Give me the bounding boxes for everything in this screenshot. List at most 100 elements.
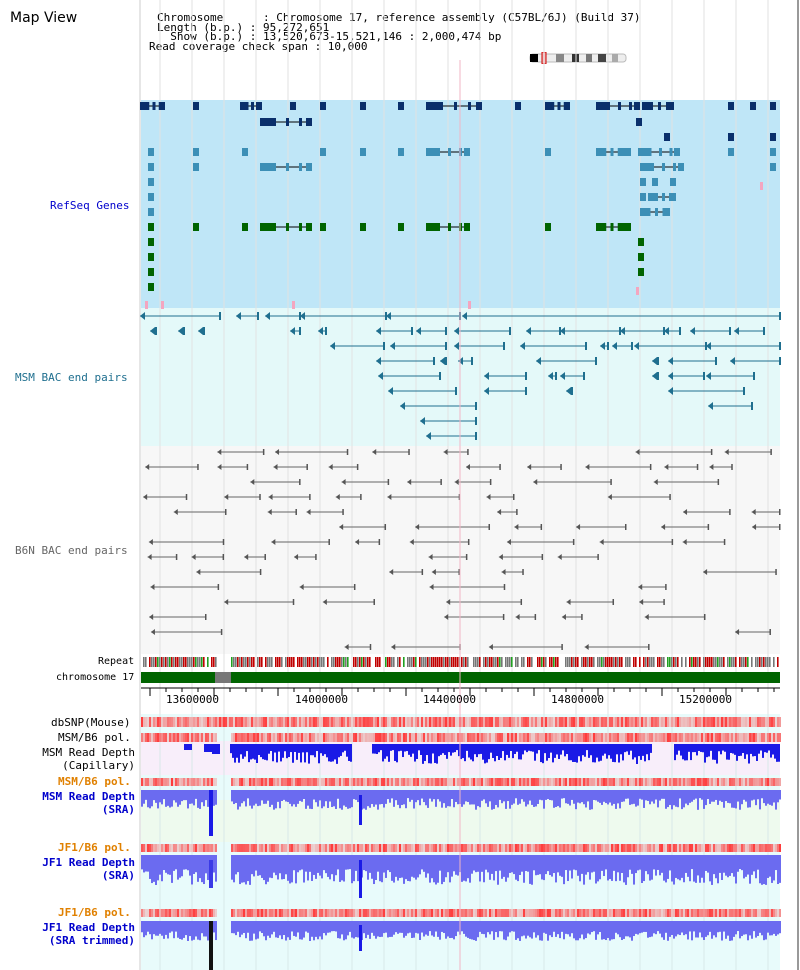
repeat-track-label[interactable]: Repeat [98,656,135,667]
depth-bar [717,855,719,884]
repeat-mark [593,657,595,667]
repeat-mark [773,657,775,667]
depth-bar [625,921,627,937]
depth-bar [277,855,279,880]
depth-bar [187,855,189,871]
heat-cell [749,909,751,917]
heat-cell [233,733,235,742]
depth-bar [557,921,559,935]
depth-bar [316,744,318,752]
refseq-track-label[interactable]: RefSeq Genes [50,199,130,212]
chromosome-ideogram[interactable] [528,52,628,64]
depth-bar [567,790,569,804]
repeat-mark [685,657,687,667]
msm-bac-track-label[interactable]: MSM BAC end pairs [15,371,128,384]
repeat-mark [777,657,779,667]
heat-cell [461,844,463,852]
b6n-end-marker [751,509,756,515]
heat-cell [141,844,143,852]
repeat-mark [437,657,439,667]
b6n-end-marker [387,494,392,500]
heat-cell [713,733,715,742]
heat-cell [331,844,333,852]
depth-bar [319,790,321,801]
depth-bar [595,790,597,801]
depth-bar [576,744,578,763]
depth-bar [305,790,307,809]
jf1-b6-pol-trim-label[interactable]: JF1/B6 pol. [58,906,131,919]
heat-cell [641,733,643,742]
repeat-mark [149,657,151,667]
depth-bar [539,921,541,941]
jf1-depth-trim-label[interactable]: JF1 Read Depth (SRA trimmed) [25,921,135,947]
depth-bar [561,921,563,932]
heat-cell [563,717,565,727]
heat-cell [735,733,737,742]
msm-depth-sra-label[interactable]: MSM Read Depth (SRA) [35,790,135,816]
heat-cell [593,778,595,786]
depth-bar [467,790,469,802]
b6n-end-marker [610,479,612,485]
heat-cell [261,733,263,742]
depth-bar [585,921,587,939]
heat-cell [347,733,349,742]
heat-cell [385,909,387,917]
depth-bar [537,855,539,875]
depth-spike [209,860,213,888]
heat-cell [379,909,381,917]
gene-exon [146,102,150,110]
heat-cell [731,733,733,742]
depth-bar [545,921,547,934]
heat-cell [579,844,581,852]
heat-cell [393,778,395,786]
chromosome-track-label[interactable]: chromosome 17 [56,672,135,683]
msm-b6-pol-label[interactable]: MSM/B6 pol. [58,731,131,744]
heat-cell [375,733,377,742]
depth-bar [609,855,611,880]
depth-bar [541,855,543,880]
msm-depth-capillary-label[interactable]: MSM Read Depth (Capillary) [35,746,135,772]
heat-cell [455,733,457,742]
depth-bar [299,790,301,801]
depth-bar [381,855,383,883]
depth-bar [511,790,513,805]
depth-bar [254,744,256,760]
depth-bar [401,855,403,878]
heat-cell [253,733,255,742]
jf1-b6-pol-label[interactable]: JF1/B6 pol. [58,841,131,854]
heat-cell [595,844,597,852]
depth-bar [155,921,157,936]
b6n-bac-track-label[interactable]: B6N BAC end pairs [15,544,128,557]
depth-bar [141,790,143,807]
repeat-mark [197,657,199,667]
heat-cell [423,778,425,786]
depth-bar [239,921,241,938]
depth-bar [153,790,155,801]
heat-cell [193,844,195,852]
depth-bar [681,790,683,810]
depth-bar [591,790,593,810]
depth-bar [389,921,391,937]
depth-bar [273,790,275,810]
heat-cell [375,844,377,852]
repeat-mark [621,657,623,667]
depth-bar [441,921,443,932]
heat-cell [633,778,635,786]
depth-bar [395,921,397,933]
repeat-mark [315,657,317,667]
depth-bar [398,744,400,752]
jf1-depth-sra-label[interactable]: JF1 Read Depth (SRA) [35,856,135,882]
heat-cell [431,733,433,742]
msm-b6-pol-sra-label[interactable]: MSM/B6 pol. [58,775,131,788]
depth-bar [693,921,695,932]
gene-exon [669,148,673,156]
heat-cell [429,909,431,917]
heat-cell [653,844,655,852]
heat-cell [163,909,165,917]
heat-cell [203,909,205,917]
b6n-end-marker [497,509,502,515]
gene-exon [638,253,644,261]
heat-cell [471,733,473,742]
dbsnp-label[interactable]: dbSNP(Mouse) [51,716,131,729]
